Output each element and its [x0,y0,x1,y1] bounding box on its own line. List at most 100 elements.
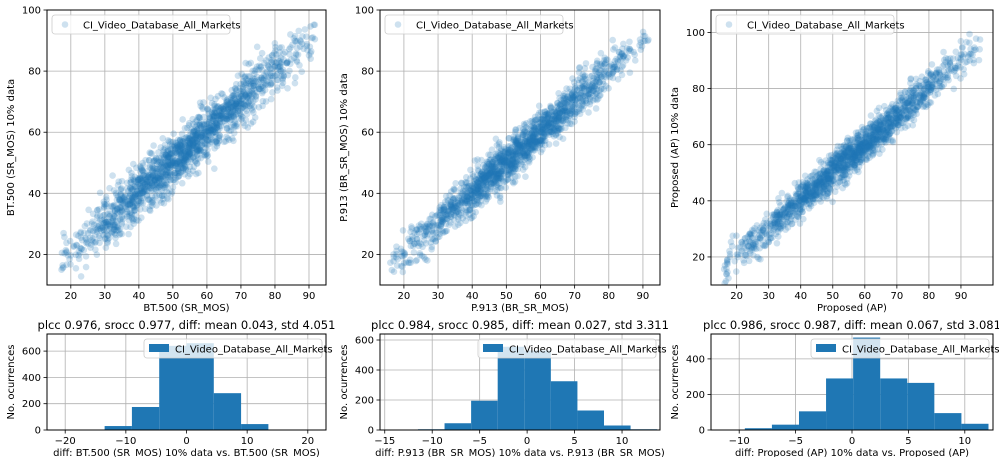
scatter-point [478,191,486,199]
scatter-point [547,102,554,110]
scatter-point [550,119,558,127]
scatter-point [454,213,462,221]
scatter-point [587,86,595,93]
scatter-point [181,147,189,155]
scatter-point [942,73,949,81]
scatter-point [551,121,558,128]
scatter-point [569,93,577,100]
scatter-point [889,137,896,144]
x-tick-label: 10 [241,436,254,447]
scatter-point [889,122,897,129]
scatter-point [109,216,117,223]
scatter-point [393,247,400,255]
scatter-point [225,105,232,112]
scatter-point [504,154,511,162]
scatter-point [932,70,940,77]
scatter-point [217,115,225,122]
scatter-point [397,245,405,253]
scatter-point [785,200,792,208]
scatter-point [78,245,85,252]
scatter-point [464,193,472,200]
x-axis-label: P.913 (BR_SR_MOS) [471,303,569,314]
scatter-point [500,149,508,156]
scatter-point [933,71,940,78]
scatter-point [494,154,502,162]
scatter-point [877,121,885,129]
scatter-point [804,186,812,193]
scatter-point [439,218,446,226]
scatter-point [568,91,575,99]
scatter-point [631,57,639,64]
scatter-point [800,196,808,203]
scatter-point [296,37,304,44]
x-tick-label: 80 [923,291,936,302]
scatter-point [552,112,559,120]
scatter-point [511,128,519,136]
scatter-point [508,174,515,182]
scatter-point [521,152,529,159]
scatter-point [821,176,828,184]
scatter-point [970,59,978,67]
scatter-point [502,154,509,161]
scatter-point [487,169,495,177]
scatter-point [837,159,845,166]
scatter-point [482,176,489,183]
scatter-point [239,83,247,91]
scatter-point [232,100,240,108]
scatter-point [189,115,196,123]
scatter-point [876,125,883,133]
scatter-point [268,52,276,59]
scatter-point [813,191,821,199]
scatter-point [232,102,240,110]
scatter-point [856,144,863,152]
scatter-point [158,192,166,199]
scatter-point [103,218,110,226]
scatter-point [75,232,82,240]
scatter-point [488,162,496,170]
scatter-point [875,141,883,148]
scatter-point [899,119,907,127]
scatter-point [528,127,536,135]
scatter-point [141,180,149,188]
scatter-point [184,141,192,149]
scatter-point [242,79,250,87]
scatter-point [141,188,148,195]
scatter-point [96,212,104,220]
scatter-point [100,231,107,239]
scatter-point [454,208,462,215]
scatter-point [843,166,850,173]
scatter-point [949,55,957,62]
scatter-point [873,119,881,127]
scatter-point [204,137,211,144]
scatter-point [286,67,293,75]
scatter-point [464,200,472,208]
scatter-point [131,193,139,200]
scatter-point [745,242,752,250]
scatter-point [804,183,812,191]
scatter-point [783,213,791,221]
scatter-point [487,174,494,182]
scatter-point [451,186,459,194]
scatter-point [844,161,852,168]
scatter-point [149,199,157,206]
scatter-point [536,128,543,136]
scatter-point [104,239,111,247]
scatter-point [771,219,779,227]
scatter-point [478,185,486,193]
scatter-point [799,208,806,216]
scatter-point [541,123,548,131]
scatter-point [530,137,537,145]
scatter-point [553,109,560,117]
scatter-point [907,87,914,95]
scatter-point [550,112,557,120]
scatter-point [144,187,151,195]
scatter-point [519,131,527,139]
scatter-point [886,119,893,126]
scatter-point [488,169,496,176]
scatter-point [236,99,243,107]
scatter-point [488,163,495,171]
scatter-point [784,204,791,211]
scatter-point [169,159,177,166]
scatter-point [142,175,150,183]
scatter-point [188,143,195,150]
